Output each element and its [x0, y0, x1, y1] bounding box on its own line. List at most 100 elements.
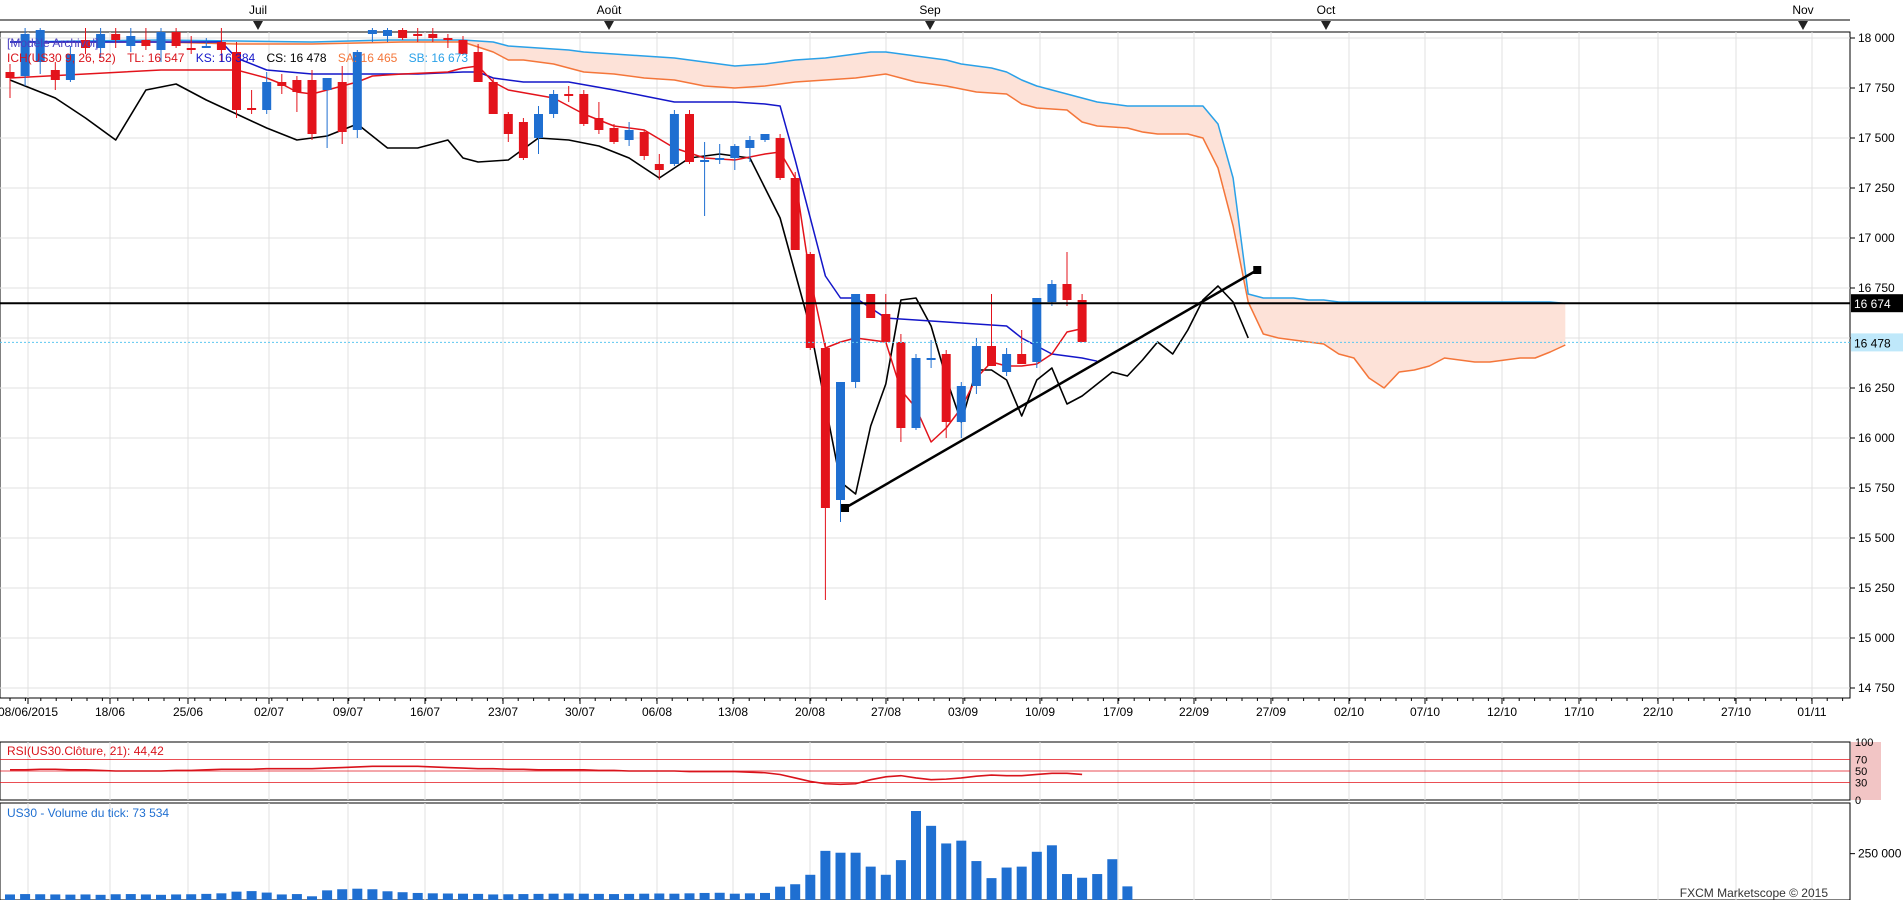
candle-body: [201, 46, 211, 48]
y-tick-label: 15 750: [1858, 481, 1895, 495]
candle-body: [5, 72, 15, 78]
volume-bar: [593, 893, 604, 900]
candle-body: [775, 138, 785, 178]
candle-body: [488, 82, 498, 114]
volume-bar: [231, 891, 242, 900]
volume-bar: [760, 892, 770, 900]
senkou-span-b-line: [9, 39, 1566, 305]
volume-bar: [307, 896, 317, 900]
candle-body: [262, 82, 272, 110]
x-tick-label: 22/09: [1179, 705, 1209, 719]
x-tick-label: 27/08: [871, 705, 901, 719]
rsi-tick-label: 50: [1855, 766, 1867, 778]
x-tick-label: 27/09: [1256, 705, 1286, 719]
candle-body: [564, 94, 574, 96]
volume-bar: [835, 852, 846, 900]
legend-sb: SB: 16 673: [408, 51, 469, 65]
volume-bar: [971, 861, 982, 900]
price-panel-frame: [0, 31, 1851, 699]
x-tick-label: 17/09: [1103, 705, 1133, 719]
candle-body: [549, 94, 559, 114]
candle-body: [428, 34, 438, 38]
volume-bar: [458, 893, 468, 900]
candle-body: [669, 114, 679, 164]
y-tick-label: 17 250: [1858, 181, 1895, 195]
candle-body: [518, 122, 528, 158]
y-tick-label: 15 250: [1858, 581, 1895, 595]
volume-bar: [654, 893, 665, 900]
trendline-handle-start: [841, 504, 850, 512]
x-tick-label: 01/11: [1797, 705, 1826, 719]
candle-body: [911, 358, 921, 428]
overlay-lines: [0, 266, 1850, 512]
legend-values: ICH(US30 9, 26, 52) TL: 16 547 KS: 16 38…: [7, 51, 468, 66]
x-tick-label: 25/06: [173, 705, 203, 719]
x-tick-label: 08/06/2015: [0, 705, 58, 719]
gridlines: [0, 31, 1851, 901]
legend-sa: SA: 16 465: [337, 51, 398, 65]
x-tick-label: 16/07: [410, 705, 440, 719]
footer-brand: FXCM Marketscope © 2015: [1679, 886, 1828, 900]
volume-bar: [1016, 866, 1027, 900]
y-tick-label: 16 000: [1858, 431, 1895, 445]
volume-bar: [533, 893, 544, 900]
x-tick-label: 06/08: [642, 705, 672, 719]
volume-bar: [427, 893, 438, 900]
volume-bar: [1092, 874, 1103, 900]
candle-body: [654, 164, 664, 170]
candle-body: [292, 80, 302, 92]
candlesticks: [5, 28, 1087, 600]
volume-bar: [140, 894, 151, 900]
volume-bar: [1062, 874, 1072, 900]
candle-body: [941, 354, 951, 422]
y-tick-label: 16 250: [1858, 381, 1895, 395]
price-tag-level-bg: [1851, 294, 1903, 313]
ichimoku-cloud: [10, 40, 1566, 388]
rsi-tick-label: 100: [1855, 737, 1873, 749]
candle-body: [247, 108, 257, 110]
volume-bar: [171, 894, 182, 900]
volume-bar: [1046, 845, 1057, 900]
candle-body: [473, 52, 483, 82]
x-tick-label: 30/07: [565, 705, 595, 719]
x-tick-label: 13/08: [718, 705, 748, 719]
volume-bar: [20, 894, 31, 900]
legend-cs: CS: 16 478: [266, 51, 327, 65]
candle-body: [337, 82, 347, 132]
indicator-lines: [9, 39, 1566, 495]
volume-bar: [850, 852, 861, 900]
volume-bar: [880, 874, 891, 900]
volume-bar: [80, 894, 91, 900]
x-tick-label: 10/09: [1025, 705, 1055, 719]
y-tick-label: 14 750: [1858, 681, 1895, 695]
candle-body: [926, 358, 936, 360]
trendline-handle-end: [1253, 266, 1262, 274]
legend-ich: ICH(US30 9, 26, 52): [7, 51, 116, 65]
candle-body: [352, 52, 362, 130]
y-tick-label: 17 750: [1858, 81, 1895, 95]
axis-labels: 08/06/2015 18/06 25/06 02/07 09/07 16/07 23/07…: [0, 3, 1903, 719]
month-marker: [253, 21, 263, 30]
month-label: Sep: [919, 3, 941, 17]
candle-body: [609, 128, 619, 142]
month-label: Juil: [249, 3, 267, 17]
rsi-tick-label: 70: [1855, 754, 1867, 766]
volume-bar: [261, 892, 272, 900]
x-tick-label: 03/09: [948, 705, 978, 719]
volume-bar: [397, 892, 408, 900]
candle-body: [1017, 354, 1027, 364]
rsi-tick-label: 0: [1855, 795, 1861, 807]
x-tick-label: 18/06: [95, 705, 125, 719]
y-tick-label: 15 000: [1858, 631, 1895, 645]
volume-bar: [729, 893, 740, 900]
candle-body: [715, 158, 725, 160]
volume-bar: [911, 811, 921, 900]
candle-body: [322, 78, 332, 90]
candle-body: [730, 146, 740, 158]
volume-bar: [201, 893, 212, 900]
candle-body: [805, 254, 815, 348]
candle-body: [820, 348, 830, 508]
